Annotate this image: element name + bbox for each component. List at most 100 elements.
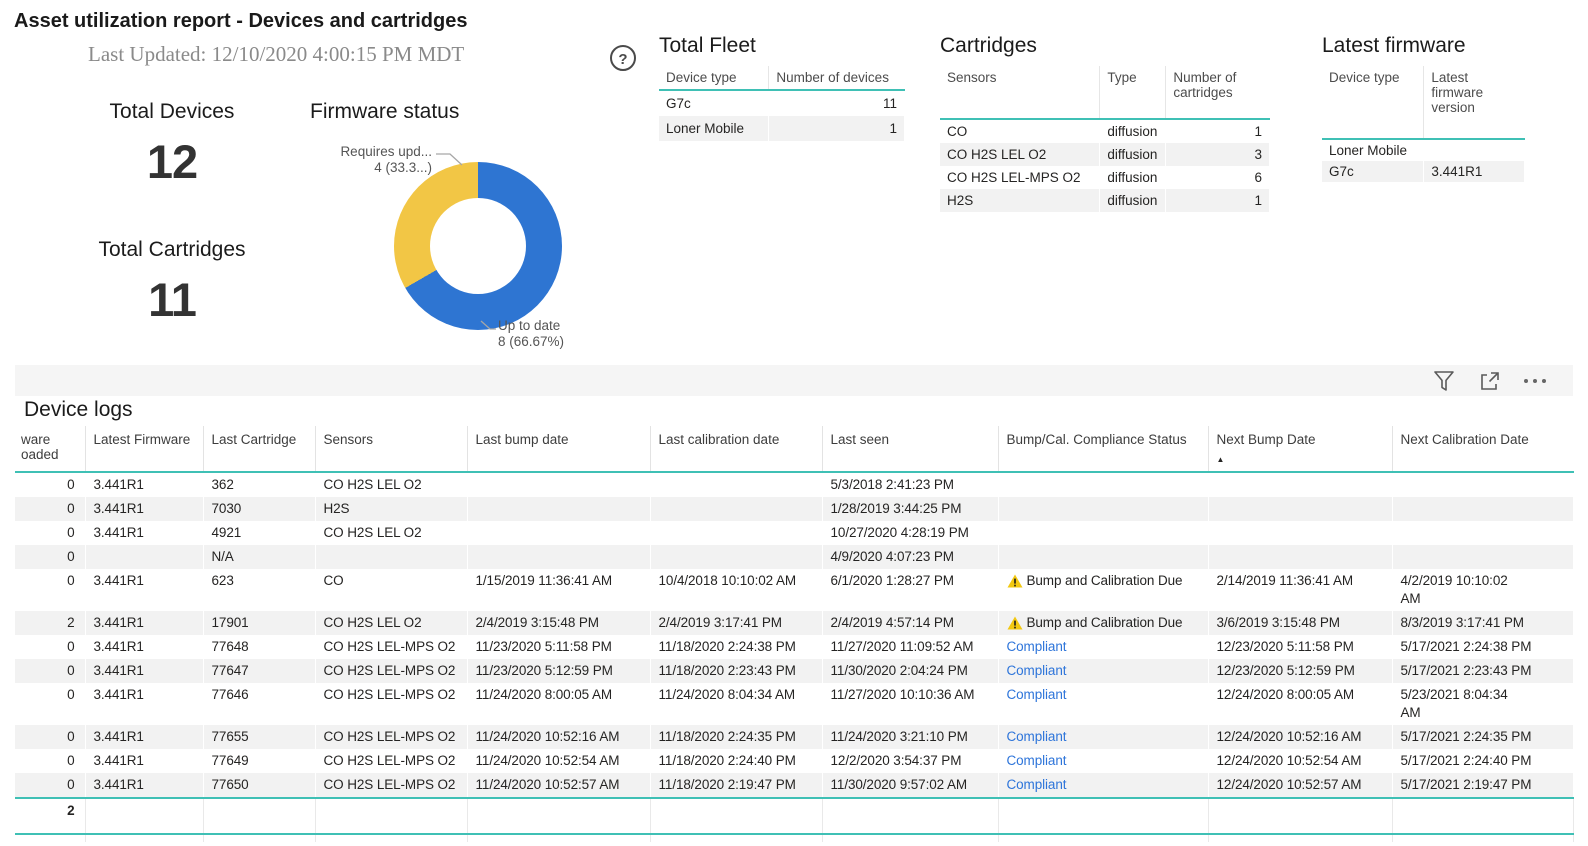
table-cell xyxy=(467,472,651,497)
table-cell: 3/6/2019 3:15:48 PM xyxy=(1208,611,1393,635)
table-cell: 3.441R1 xyxy=(85,773,204,798)
column-header-latest-firmware-version[interactable]: Latest firmware version xyxy=(1423,66,1525,140)
table-cell: 1 xyxy=(1165,189,1270,212)
kpi-total-cartridges-label: Total Cartridges xyxy=(98,238,246,261)
table-cell: 11/18/2020 2:23:43 PM xyxy=(650,659,823,683)
table-cell: 11/18/2020 2:19:47 PM xyxy=(650,773,823,798)
table-cell xyxy=(1208,545,1393,569)
device-logs-title: Device logs xyxy=(24,398,133,421)
table-cell: 77648 xyxy=(203,635,316,659)
filter-icon[interactable] xyxy=(1432,369,1456,393)
column-header-device-type[interactable]: Device type xyxy=(1322,66,1425,140)
table-cell: Compliant xyxy=(998,683,1209,725)
status-compliant: Compliant xyxy=(1006,729,1067,744)
more-options-icon[interactable] xyxy=(1524,375,1546,387)
column-header-latest-firmware[interactable]: Latest Firmware xyxy=(85,426,204,473)
table-row[interactable]: 0 3.441R1 77650 CO H2S LEL-MPS O2 11/24/2020… xyxy=(15,773,1574,798)
table-cell: 77649 xyxy=(203,749,316,773)
table-row[interactable]: G7c 11 xyxy=(659,90,905,116)
table-row[interactable]: 0 3.441R1 7030 H2S 1/28/2019 3:44:25 PM xyxy=(15,497,1574,521)
total-fleet-card: Total Fleet Device type Number of device… xyxy=(659,34,905,141)
table-row[interactable]: 0 3.441R1 77647 CO H2S LEL-MPS O2 11/23/2020… xyxy=(15,659,1574,683)
table-row[interactable]: CO diffusion 1 xyxy=(940,119,1270,143)
table-row[interactable]: 0 3.441R1 362 CO H2S LEL O2 5/3/2018 2:41:23… xyxy=(15,472,1574,497)
latest-firmware-title: Latest firmware xyxy=(1322,34,1466,57)
table-row[interactable]: Loner Mobile xyxy=(1322,139,1525,161)
column-header-last-calibration-date[interactable]: Last calibration date xyxy=(650,426,823,473)
table-cell: 12/23/2020 5:12:59 PM xyxy=(1208,659,1393,683)
table-cell: 12/24/2020 8:00:05 AM xyxy=(1208,683,1393,725)
table-row[interactable]: 0 3.441R1 623 CO 1/15/2019 11:36:41 AM 10/4/2… xyxy=(15,569,1574,611)
table-cell: 0 xyxy=(15,497,86,521)
column-header-compliance-status[interactable]: Bump/Cal. Compliance Status xyxy=(998,426,1209,473)
table-row[interactable]: 2 3.441R1 17901 CO H2S LEL O2 2/4/2019 3:15:… xyxy=(15,611,1574,635)
table-cell: 11/24/2020 10:52:54 AM xyxy=(467,749,651,773)
help-icon[interactable]: ? xyxy=(610,45,636,71)
table-cell: 11/27/2020 11:09:52 AM xyxy=(822,635,999,659)
table-cell: 11 xyxy=(768,90,905,116)
table-cell: 12/23/2020 5:11:58 PM xyxy=(1208,635,1393,659)
table-row[interactable]: H2S diffusion 1 xyxy=(940,189,1270,212)
table-row[interactable]: 0 3.441R1 77649 CO H2S LEL-MPS O2 11/24/2020… xyxy=(15,749,1574,773)
table-cell: 12/24/2020 10:52:57 AM xyxy=(1208,773,1393,798)
table-row[interactable]: 0 3.441R1 4921 CO H2S LEL O2 10/27/2020 4:28… xyxy=(15,521,1574,545)
table-cell: 11/18/2020 2:24:40 PM xyxy=(650,749,823,773)
table-row[interactable]: Loner Mobile 1 xyxy=(659,116,905,141)
kpi-total-devices-value: 12 xyxy=(146,135,198,188)
table-row[interactable]: CO H2S LEL O2 diffusion 3 xyxy=(940,143,1270,166)
table-cell: 5/17/2021 2:24:35 PM xyxy=(1392,725,1574,749)
sort-ascending-icon: ▲ xyxy=(1216,455,1225,464)
cartridges-title: Cartridges xyxy=(940,34,1037,57)
column-header-last-seen[interactable]: Last seen xyxy=(822,426,999,473)
callout-label: Up to date xyxy=(498,318,561,333)
table-row[interactable]: 0 3.441R1 77648 CO H2S LEL-MPS O2 11/23/2020… xyxy=(15,635,1574,659)
table-row[interactable]: 0 N/A 4/9/2020 4:07:23 PM xyxy=(15,545,1574,569)
page-title: Asset utilization report - Devices and c… xyxy=(14,10,468,32)
table-row[interactable]: 0 3.441R1 77655 CO H2S LEL-MPS O2 11/24/2020… xyxy=(15,725,1574,749)
table-cell: diffusion xyxy=(1099,143,1167,166)
column-header-number-of-devices[interactable]: Number of devices xyxy=(768,66,905,91)
table-cell: Compliant xyxy=(998,635,1209,659)
visual-toolbar xyxy=(1432,369,1546,393)
table-cell xyxy=(467,497,651,521)
column-header-firmware-downloaded[interactable]: ware oaded xyxy=(15,426,86,473)
total-firmware-downloaded: 2 xyxy=(15,797,86,835)
table-cell xyxy=(85,545,204,569)
table-cell xyxy=(1392,521,1574,545)
column-header-sensors[interactable]: Sensors xyxy=(940,66,1101,120)
table-cell: Compliant xyxy=(998,725,1209,749)
table-cell: 7030 xyxy=(203,497,316,521)
column-header-label: Next Bump Date xyxy=(1216,432,1316,447)
table-cell: Compliant xyxy=(998,749,1209,773)
table-cell: CO H2S LEL-MPS O2 xyxy=(315,683,468,725)
table-row[interactable]: CO H2S LEL-MPS O2 diffusion 6 xyxy=(940,166,1270,189)
status-compliant: Compliant xyxy=(1006,753,1067,768)
table-cell: 3.441R1 xyxy=(85,725,204,749)
firmware-status-chart: Firmware status Requires upd... 4 (33.3.… xyxy=(310,100,600,365)
table-row[interactable]: 0 3.441R1 77646 CO H2S LEL-MPS O2 11/24/2020… xyxy=(15,683,1574,725)
table-cell xyxy=(1423,139,1525,161)
focus-mode-icon[interactable] xyxy=(1478,369,1502,393)
table-cell: 77647 xyxy=(203,659,316,683)
table-cell: Compliant xyxy=(998,773,1209,798)
table-cell: 1 xyxy=(768,116,905,141)
column-header-sensors[interactable]: Sensors xyxy=(315,426,468,473)
table-cell: CO H2S LEL O2 xyxy=(315,611,468,635)
column-header-next-calibration-date[interactable]: Next Calibration Date xyxy=(1392,426,1573,473)
table-cell: 3.441R1 xyxy=(85,683,204,725)
column-header-type[interactable]: Type xyxy=(1099,66,1167,120)
column-header-last-cartridge[interactable]: Last Cartridge xyxy=(203,426,316,473)
column-header-number-of-cartridges[interactable]: Number of cartridges xyxy=(1165,66,1270,120)
table-cell: 2/4/2019 3:15:48 PM xyxy=(467,611,651,635)
column-header-last-bump-date[interactable]: Last bump date xyxy=(467,426,651,473)
table-cell: 5/17/2021 2:19:47 PM xyxy=(1392,773,1574,798)
table-cell: 0 xyxy=(15,773,86,798)
table-cell xyxy=(650,545,823,569)
column-header-device-type[interactable]: Device type xyxy=(659,66,770,91)
table-cell: 3 xyxy=(1165,143,1270,166)
table-cell xyxy=(998,497,1209,521)
table-row[interactable]: G7c 3.441R1 xyxy=(1322,161,1525,182)
table-cell: 1/15/2019 11:36:41 AM xyxy=(467,569,651,611)
column-header-next-bump-date[interactable]: Next Bump Date ▲ xyxy=(1208,426,1393,473)
table-cell xyxy=(1208,472,1393,497)
